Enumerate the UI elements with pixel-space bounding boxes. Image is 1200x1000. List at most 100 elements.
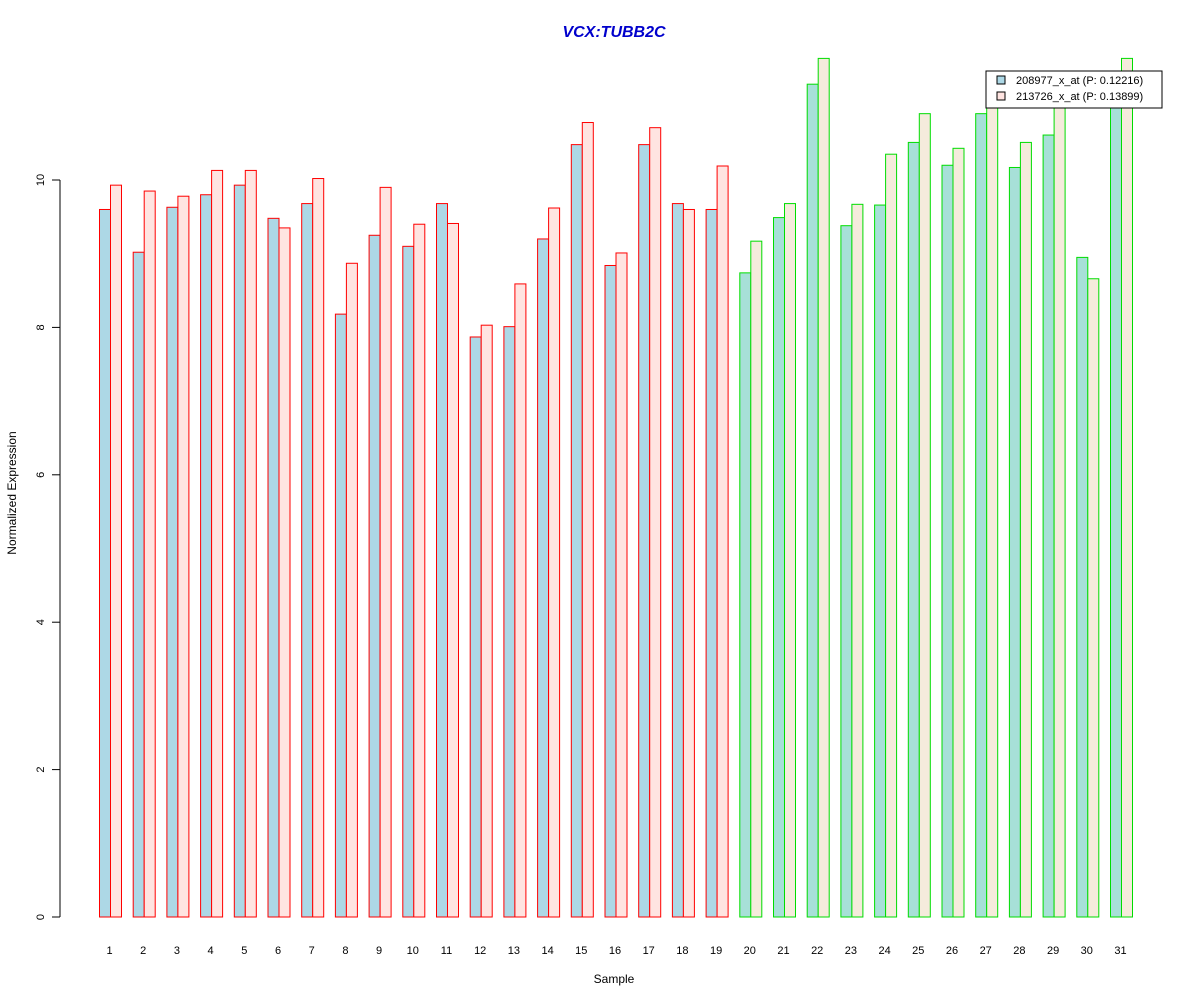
bar-series2-sample-16	[615, 252, 628, 918]
y-axis-label: Normalized Expression	[5, 431, 19, 554]
bar-series1-sample-17	[638, 144, 651, 918]
x-tick-label: 19	[710, 945, 722, 957]
x-tick-label: 30	[1081, 945, 1093, 957]
bar-series1-sample-5	[233, 184, 246, 918]
bar-series2-sample-31	[1121, 57, 1133, 918]
bar-series2-sample-21	[784, 203, 796, 918]
bar-series2-sample-18	[682, 208, 695, 918]
bar-series1-sample-25	[907, 141, 920, 918]
x-axis-label: Sample	[594, 972, 635, 986]
bar-series2-sample-7	[312, 178, 325, 918]
y-tick-label: 10	[35, 174, 47, 186]
bar-series2-sample-14	[548, 207, 561, 918]
x-tick-label: 25	[912, 945, 924, 957]
bar-series1-sample-10	[402, 245, 415, 918]
legend-swatch-2	[996, 91, 1006, 101]
y-tick-label: 8	[35, 324, 47, 330]
y-tick-label: 6	[35, 472, 47, 478]
bar-series1-sample-7	[301, 203, 314, 918]
bar-series1-sample-29	[1042, 134, 1055, 918]
y-tick-label: 0	[35, 914, 47, 920]
legend: 208977_x_at (P: 0.12216) 213726_x_at (P:…	[985, 70, 1163, 109]
bar-series1-sample-15	[570, 144, 583, 918]
bar-series1-sample-20	[739, 272, 752, 918]
x-tick-label: 15	[575, 945, 587, 957]
x-tick-label: 21	[777, 945, 789, 957]
bar-series2-sample-5	[244, 169, 257, 918]
legend-swatch-1	[996, 75, 1006, 85]
bar-series2-sample-25	[918, 113, 931, 918]
x-tick-label: 10	[407, 945, 419, 957]
bar-series1-sample-26	[941, 164, 954, 918]
x-tick-label: 18	[676, 945, 688, 957]
x-tick-label: 28	[1013, 945, 1025, 957]
bar-series2-sample-3	[177, 195, 190, 918]
x-tick-label: 27	[980, 945, 992, 957]
bar-series1-sample-31	[1110, 105, 1122, 918]
bar-series1-sample-1	[99, 208, 111, 918]
bar-series1-sample-23	[840, 225, 853, 918]
x-tick-label: 12	[474, 945, 486, 957]
x-tick-label: 22	[811, 945, 823, 957]
bar-series2-sample-29	[1053, 105, 1066, 918]
x-tick-label: 20	[744, 945, 756, 957]
bar-series1-sample-11	[436, 203, 448, 918]
bar-series2-sample-20	[750, 240, 763, 918]
legend-box	[985, 70, 1163, 109]
bar-series1-sample-3	[166, 206, 179, 918]
bar-series2-sample-17	[649, 127, 662, 918]
x-tick-label: 8	[342, 945, 348, 957]
bar-series2-sample-9	[379, 186, 392, 918]
x-tick-label: 6	[275, 945, 281, 957]
y-axis: 0 2 4 6 8 10	[35, 174, 61, 920]
chart-title: VCX:TUBB2C	[562, 24, 666, 41]
bar-series2-sample-13	[514, 283, 527, 918]
x-tick-label: 14	[541, 945, 553, 957]
x-tick-label: 16	[609, 945, 621, 957]
bar-series2-sample-11	[447, 222, 459, 918]
bar-series1-sample-14	[537, 238, 550, 918]
bar-series1-sample-24	[874, 204, 887, 918]
y-tick-label: 2	[35, 767, 47, 773]
bar-series1-sample-2	[132, 251, 145, 918]
x-tick-label: 11	[441, 945, 452, 957]
x-tick-label: 26	[946, 945, 958, 957]
x-tick-label: 24	[878, 945, 890, 957]
bar-series1-sample-8	[334, 313, 347, 918]
x-tick-label: 5	[241, 945, 247, 957]
bar-series2-sample-10	[413, 223, 426, 918]
bar-series1-sample-12	[469, 336, 482, 918]
bar-series1-sample-16	[604, 264, 617, 918]
x-tick-label: 23	[845, 945, 857, 957]
bar-series2-sample-22	[817, 57, 830, 918]
bar-series2-sample-23	[851, 203, 864, 918]
bar-series2-sample-24	[885, 153, 898, 918]
bar-series1-sample-21	[773, 217, 785, 918]
bar-series2-sample-12	[480, 324, 493, 918]
bar-series1-sample-19	[705, 208, 718, 918]
bar-series2-sample-26	[952, 147, 965, 918]
bar-series1-sample-4	[200, 194, 213, 918]
x-tick-label: 13	[508, 945, 520, 957]
bar-series1-sample-9	[368, 234, 381, 918]
bars-layer	[99, 57, 1133, 918]
x-tick-label: 7	[309, 945, 315, 957]
x-tick-label: 9	[376, 945, 382, 957]
bar-series2-sample-30	[1087, 278, 1100, 918]
bar-series1-sample-13	[503, 326, 516, 918]
x-tick-label: 3	[174, 945, 180, 957]
x-tick-labels: 1 2 3 4 5 6 7 8 9 10 11 12 13 14 15 16 17 18 19 20 21 22 23 24 2…	[106, 945, 1126, 957]
x-tick-label: 1	[106, 945, 112, 957]
bar-series2-sample-2	[143, 190, 156, 918]
y-tick-label: 4	[35, 619, 47, 625]
legend-label-2: 213726_x_at (P: 0.13899)	[1016, 91, 1143, 103]
x-tick-label: 4	[208, 945, 214, 957]
bar-series1-sample-22	[806, 83, 819, 918]
x-tick-label: 2	[140, 945, 146, 957]
bar-series1-sample-28	[1008, 166, 1021, 918]
bar-series2-sample-27	[986, 83, 999, 918]
bar-series1-sample-30	[1076, 256, 1089, 918]
bar-series2-sample-4	[211, 169, 224, 918]
x-tick-label: 31	[1114, 945, 1126, 957]
x-tick-label: 17	[643, 945, 655, 957]
